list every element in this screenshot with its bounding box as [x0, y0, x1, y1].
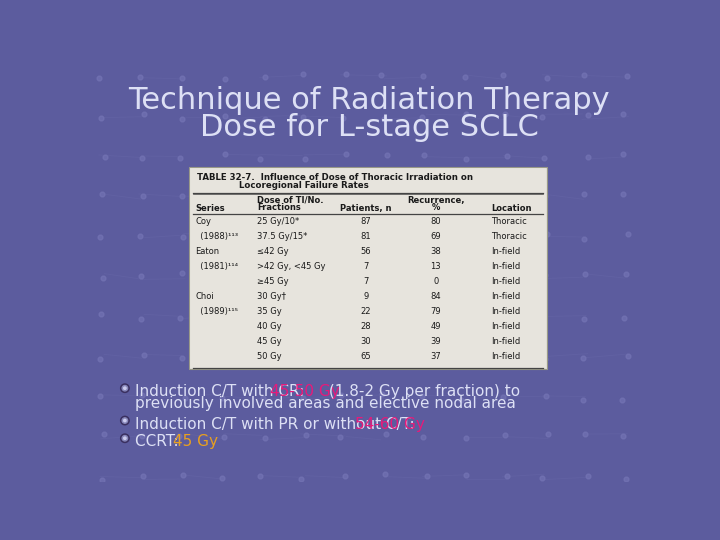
Circle shape — [124, 387, 126, 389]
Circle shape — [124, 437, 126, 440]
Text: Coy: Coy — [195, 217, 212, 226]
Text: Induction C/T with PR or without C/T:: Induction C/T with PR or without C/T: — [135, 417, 420, 431]
Text: In-field: In-field — [492, 307, 521, 316]
Text: 56: 56 — [361, 247, 372, 256]
Text: Patients, n: Patients, n — [340, 204, 392, 213]
Text: ≤42 Gy: ≤42 Gy — [258, 247, 289, 256]
FancyBboxPatch shape — [189, 167, 547, 369]
Circle shape — [124, 420, 126, 422]
Text: Location: Location — [492, 204, 532, 213]
Text: 7: 7 — [363, 278, 369, 286]
Text: Eaton: Eaton — [195, 247, 220, 256]
Text: In-field: In-field — [492, 292, 521, 301]
Text: In-field: In-field — [492, 247, 521, 256]
Circle shape — [121, 384, 129, 393]
Circle shape — [122, 386, 127, 391]
Text: 13: 13 — [431, 262, 441, 271]
Text: Dose for L-stage SCLC: Dose for L-stage SCLC — [199, 112, 539, 141]
Text: In-field: In-field — [492, 262, 521, 271]
Text: In-field: In-field — [492, 353, 521, 361]
Text: Thoracic: Thoracic — [492, 232, 527, 241]
Text: Series: Series — [195, 204, 225, 213]
Text: 79: 79 — [431, 307, 441, 316]
Text: 84: 84 — [431, 292, 441, 301]
Text: Induction C/T with CR:: Induction C/T with CR: — [135, 384, 309, 400]
Text: %: % — [431, 202, 440, 212]
Circle shape — [122, 418, 127, 423]
Text: In-field: In-field — [492, 322, 521, 332]
Text: 45-50 Gy: 45-50 Gy — [270, 384, 340, 400]
Circle shape — [121, 416, 129, 425]
FancyBboxPatch shape — [190, 168, 546, 368]
Text: 30: 30 — [361, 338, 372, 346]
Text: Fractions: Fractions — [258, 202, 301, 212]
Text: 40 Gy: 40 Gy — [258, 322, 282, 332]
Text: ≥45 Gy: ≥45 Gy — [258, 278, 289, 286]
Text: Thoracic: Thoracic — [492, 217, 527, 226]
Text: 30 Gy†: 30 Gy† — [258, 292, 287, 301]
Text: Recurrence,: Recurrence, — [407, 195, 464, 205]
Text: 69: 69 — [431, 232, 441, 241]
Text: 49: 49 — [431, 322, 441, 332]
Text: 0: 0 — [433, 278, 438, 286]
Text: 65: 65 — [361, 353, 372, 361]
Text: 25 Gy/10*: 25 Gy/10* — [258, 217, 300, 226]
Text: >42 Gy, <45 Gy: >42 Gy, <45 Gy — [258, 262, 326, 271]
Text: Technique of Radiation Therapy: Technique of Radiation Therapy — [128, 86, 610, 116]
Text: 35 Gy: 35 Gy — [258, 307, 282, 316]
Text: In-field: In-field — [492, 278, 521, 286]
Text: 81: 81 — [361, 232, 372, 241]
Text: 9: 9 — [364, 292, 369, 301]
Circle shape — [122, 436, 127, 441]
Circle shape — [121, 434, 129, 442]
Text: (1981)¹¹⁴: (1981)¹¹⁴ — [195, 262, 238, 271]
Text: previously involved areas and elective nodal area: previously involved areas and elective n… — [135, 396, 516, 411]
Text: 80: 80 — [431, 217, 441, 226]
Text: (1989)¹¹⁵: (1989)¹¹⁵ — [195, 307, 238, 316]
Text: 28: 28 — [361, 322, 372, 332]
Text: (1.8-2 Gy per fraction) to: (1.8-2 Gy per fraction) to — [324, 384, 520, 400]
Text: 54-60 Gy: 54-60 Gy — [356, 417, 426, 431]
Text: 38: 38 — [431, 247, 441, 256]
Text: 50 Gy: 50 Gy — [258, 353, 282, 361]
Text: 87: 87 — [361, 217, 372, 226]
Text: Choi: Choi — [195, 292, 214, 301]
Text: TABLE 32-7.  Influence of Dose of Thoracic Irradiation on: TABLE 32-7. Influence of Dose of Thoraci… — [197, 173, 473, 181]
Text: 45 Gy: 45 Gy — [173, 434, 217, 449]
Text: 22: 22 — [361, 307, 371, 316]
Text: 37.5 Gy/15*: 37.5 Gy/15* — [258, 232, 307, 241]
Text: (1988)¹¹³: (1988)¹¹³ — [195, 232, 238, 241]
Text: 7: 7 — [363, 262, 369, 271]
Text: Dose of TI/No.: Dose of TI/No. — [258, 195, 324, 205]
Text: In-field: In-field — [492, 338, 521, 346]
Text: Locoregional Failure Rates: Locoregional Failure Rates — [197, 181, 369, 190]
Text: 45 Gy: 45 Gy — [258, 338, 282, 346]
Text: 39: 39 — [431, 338, 441, 346]
Text: CCRT:: CCRT: — [135, 434, 184, 449]
Text: 37: 37 — [431, 353, 441, 361]
